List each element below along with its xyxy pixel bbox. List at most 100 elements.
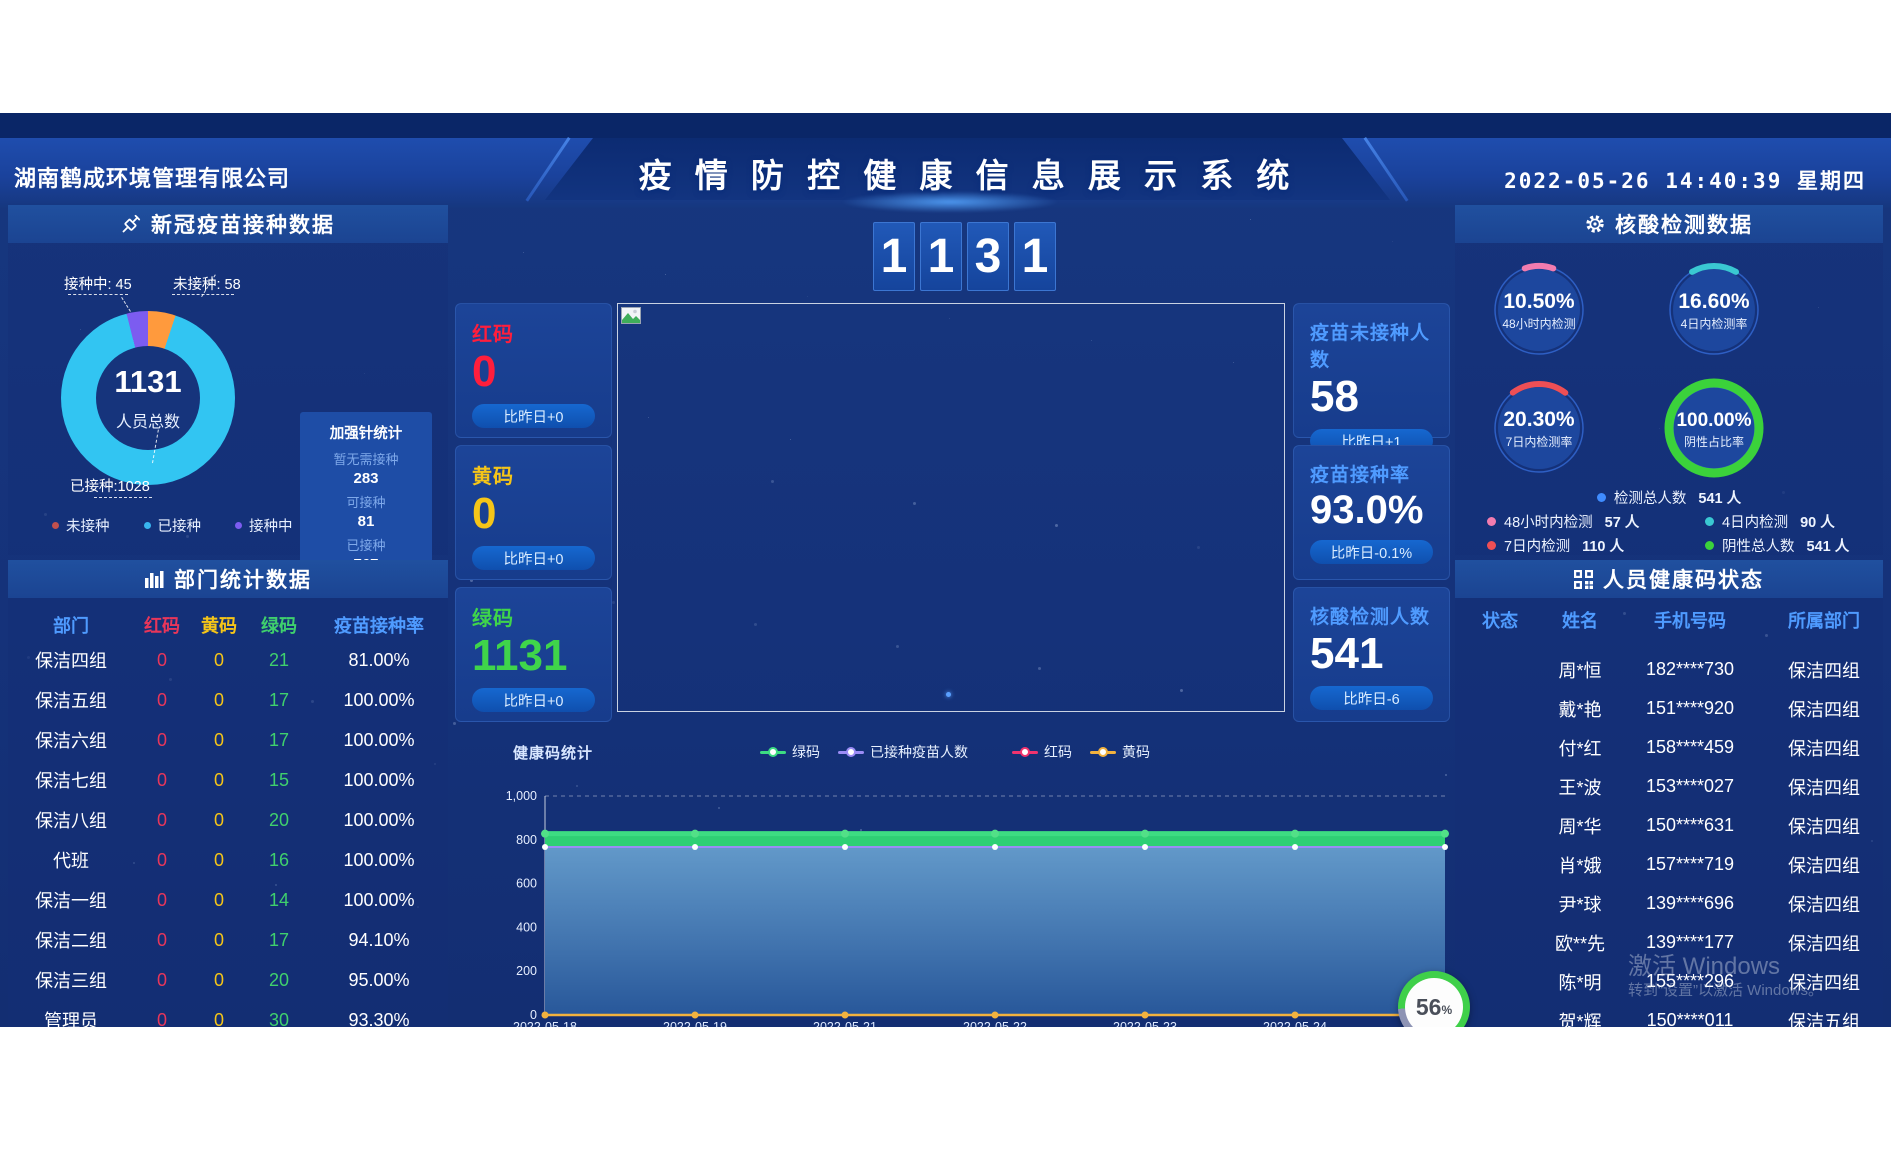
star (576, 785, 578, 787)
star (417, 906, 419, 908)
cell: 153****027 (1645, 776, 1735, 796)
svg-text:16.60%: 16.60% (1678, 290, 1750, 313)
callout-leader (172, 294, 234, 295)
cell: 0 (213, 929, 224, 950)
star (648, 417, 649, 418)
cell: 100.00% (343, 889, 415, 910)
star (1197, 546, 1200, 549)
cell: 17 (268, 729, 290, 750)
cell: 0 (156, 649, 167, 670)
counter-digit: 1 (873, 222, 915, 291)
star (1729, 818, 1731, 820)
svg-text:10.50%: 10.50% (1503, 290, 1575, 313)
star (665, 274, 666, 275)
table-row: 保洁四组 0 0 21 81.00% (8, 640, 448, 680)
legend-value: 541 人 (1698, 491, 1742, 507)
page-title: 疫 情 防 控 健 康 信 息 展 示 系 统 (638, 157, 1297, 194)
star (186, 535, 189, 538)
star (1038, 667, 1041, 670)
star (1623, 612, 1626, 615)
cell: 0 (213, 889, 224, 910)
star (133, 862, 135, 864)
table-row: 尹*球 139****696 保洁四组 (1455, 884, 1883, 923)
cell: 150****631 (1645, 815, 1735, 835)
legend-dot (52, 522, 59, 529)
progress-badge[interactable]: 56% (1398, 971, 1470, 1027)
cell: 16 (268, 849, 290, 870)
cell: 戴*艳 (1558, 699, 1602, 720)
table-row: 保洁一组 0 0 14 100.00% (8, 880, 448, 920)
nucleic-legend-item: 4日内检测 90 人 (1705, 511, 1835, 532)
map-location-dot (946, 692, 951, 697)
table-row: 贺*辉 150****011 保洁五组 (1455, 1001, 1883, 1027)
cell: 0 (156, 689, 167, 710)
health-col-header: 手机号码 (1654, 611, 1726, 631)
svg-text:800: 800 (516, 833, 537, 847)
map-area (617, 303, 1285, 712)
cell: 保洁四组 (1788, 894, 1860, 915)
dept-panel: 部门统计数据 部门 红码 黄码 绿码 疫苗接种率 保洁四组 0 0 21 81.00% 保洁五组 0… (8, 560, 448, 1027)
cell: 代班 (53, 851, 89, 871)
star (1180, 689, 1183, 692)
dept-table-header: 部门 红码 黄码 绿码 疫苗接种率 (8, 610, 448, 640)
cell: 15 (268, 769, 290, 790)
cell: 保洁八组 (35, 811, 107, 831)
star (1055, 524, 1058, 527)
cell: 157****719 (1645, 854, 1735, 874)
cell: 0 (156, 929, 167, 950)
delta-badge: 比昨日+0 (472, 688, 595, 713)
callout-leader (68, 294, 128, 295)
star (311, 700, 314, 703)
star (434, 763, 436, 765)
table-row: 保洁六组 0 0 17 100.00% (8, 720, 448, 760)
star (222, 351, 223, 352)
legend-label: 7日内检测 (1504, 539, 1571, 555)
counter-digit: 1 (920, 222, 962, 291)
svg-text:阴性占比率: 阴性占比率 (1684, 434, 1744, 449)
cell: 94.10% (348, 929, 410, 950)
svg-text:600: 600 (516, 877, 537, 891)
cell: 0 (213, 649, 224, 670)
table-row: 肖*娥 157****719 保洁四组 (1455, 845, 1883, 884)
cell: 保洁一组 (35, 891, 107, 911)
star (80, 329, 81, 330)
table-row: 保洁二组 0 0 17 94.10% (8, 920, 448, 960)
legend-label: 绿码 (792, 744, 820, 760)
star (1587, 796, 1589, 798)
booster-item-label: 可接种 (346, 495, 386, 510)
legend-label: 4日内检测 (1722, 515, 1789, 531)
nucleic-gauge: 16.60% 4日内检测率 (1659, 255, 1769, 365)
booster-items: 暂无需接种283可接种81已接种767 (300, 449, 432, 573)
chart-legend-item: 已接种疫苗人数 (838, 742, 968, 762)
cell: 21 (268, 649, 290, 670)
chart-header: 健康码统计 绿码 已接种疫苗人数 红码 黄码 (455, 742, 1455, 762)
booster-item-value: 81 (357, 513, 375, 530)
star (754, 623, 757, 626)
cell: 17 (268, 689, 290, 710)
health-table-body: 周*恒 182****730 保洁四组 戴*艳 151****920 保洁四组 付*红 158… (1455, 650, 1883, 1027)
cell: 保洁四组 (35, 651, 107, 671)
cell: 0 (213, 849, 224, 870)
card-value: 58 (1310, 372, 1359, 421)
nucleic-gauge: 20.30% 7日内检测率 (1484, 373, 1594, 483)
card-value: 93.0% (1310, 488, 1424, 532)
svg-text:2022-05-22: 2022-05-22 (963, 1020, 1027, 1027)
star (1782, 491, 1785, 494)
cell: 14 (268, 889, 290, 910)
card-value: 0 (472, 347, 497, 396)
table-row: 管理员 0 0 30 93.30% (8, 1000, 448, 1028)
svg-text:7日内检测率: 7日内检测率 (1506, 434, 1573, 449)
vaccine-panel: 新冠疫苗接种数据 接种中: 45 未接种: 58 1131 人员总数 已接种:1… (8, 205, 448, 573)
star (1765, 634, 1768, 637)
cell: 保洁二组 (35, 931, 107, 951)
cell: 周*华 (1558, 816, 1602, 837)
card-label: 疫苗未接种人数 (1310, 323, 1431, 371)
delta-badge: 比昨日+0 (472, 404, 595, 429)
vaccinated-callout: 已接种:1028 (70, 479, 150, 495)
table-row: 陈*明 155****296 保洁四组 (1455, 962, 1883, 1001)
donut-legend-item: 接种中 (235, 515, 293, 536)
donut-legend-item: 未接种 (52, 515, 110, 536)
legend-marker-dot (1098, 747, 1108, 757)
windows-activation-watermark: 激活 Windows (1628, 953, 1781, 980)
windows-activation-watermark-line2: 转到“设置”以激活 Windows。 (1628, 982, 1824, 999)
